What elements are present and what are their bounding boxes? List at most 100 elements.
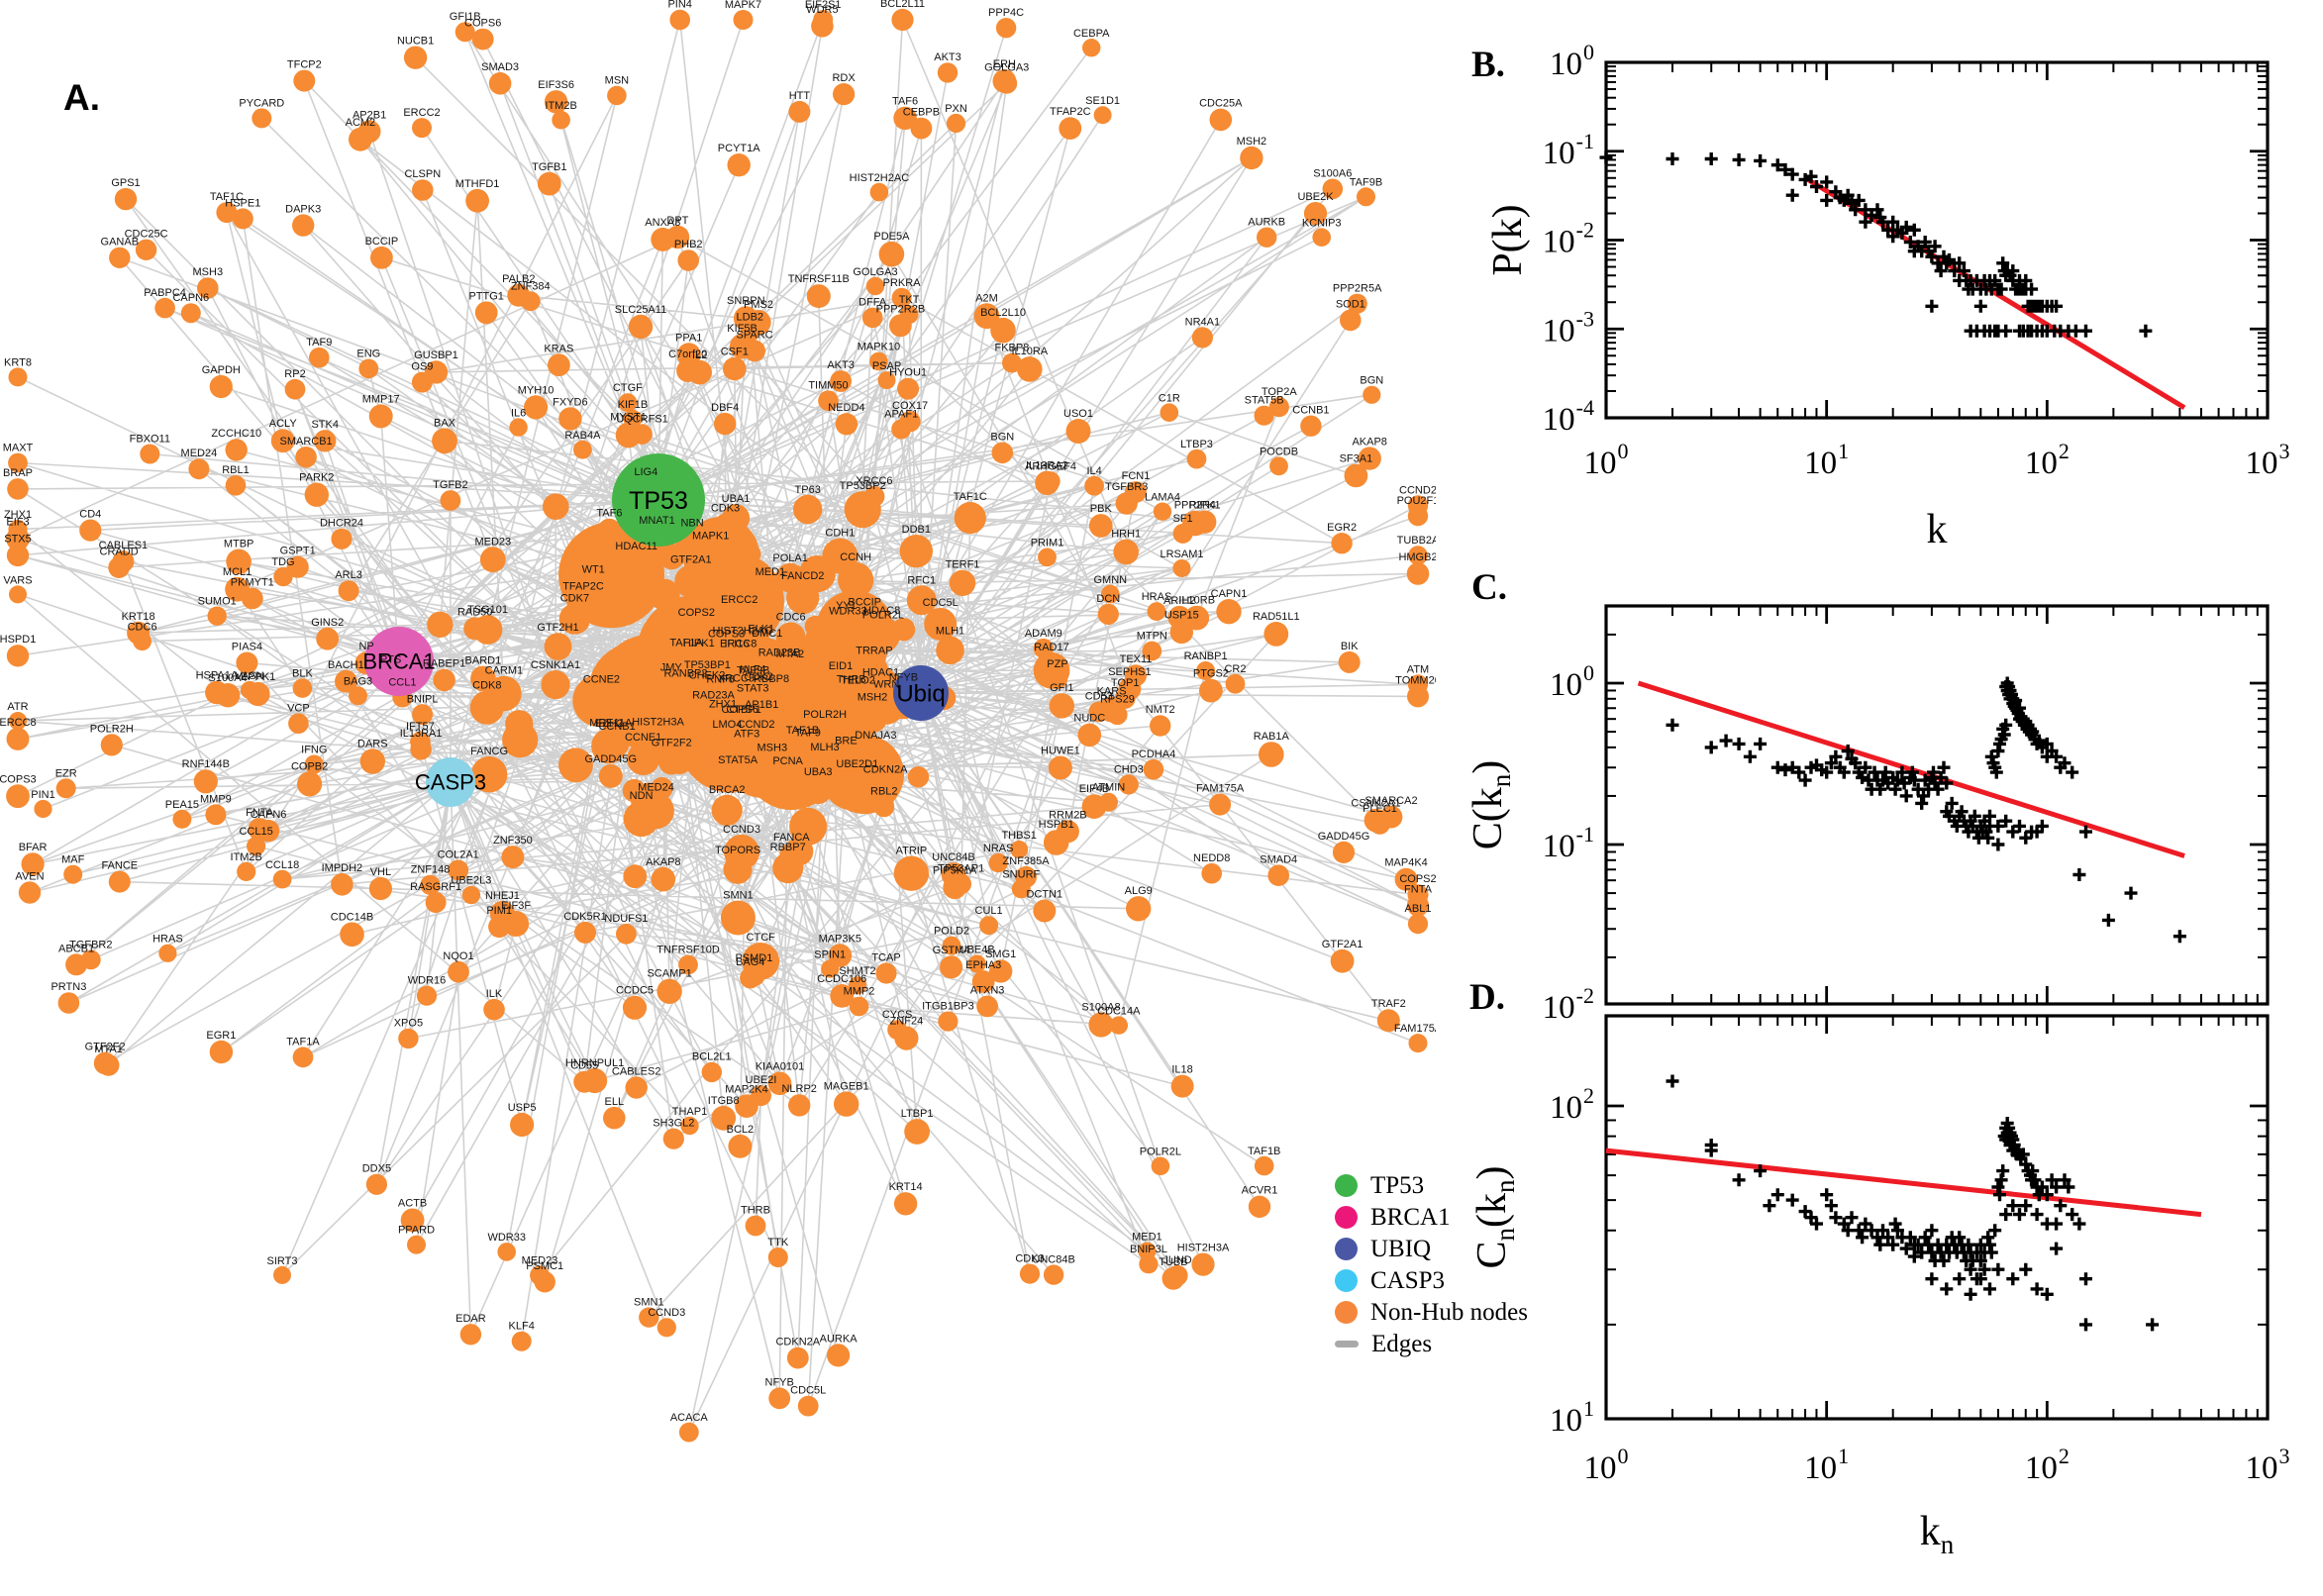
non-hub-node	[1257, 227, 1277, 248]
non-hub-node	[1406, 562, 1430, 585]
node-label: BAG3	[344, 675, 372, 687]
node-label: COPB2	[291, 760, 328, 772]
node-label: TAF9	[795, 728, 821, 740]
non-hub-node	[1332, 841, 1356, 864]
node-label: STAT3	[737, 683, 769, 695]
node-label: WRN	[873, 679, 899, 691]
node-label: SMARCB1	[280, 436, 333, 448]
non-hub-node	[784, 690, 821, 727]
non-hub-node	[1109, 1016, 1129, 1035]
non-hub-node	[711, 794, 743, 827]
node-label: GFI1B	[450, 11, 481, 23]
node-label: PKMYT1	[231, 577, 274, 589]
non-hub-node	[1002, 352, 1022, 373]
non-hub-node	[730, 739, 763, 772]
node-label: AP2B1	[353, 109, 386, 121]
node-label: EID1	[829, 660, 853, 672]
non-hub-node	[1151, 1156, 1170, 1176]
non-hub-node	[1088, 514, 1113, 538]
node-label: CDC5L	[790, 1385, 826, 1397]
node-label: ERH	[993, 58, 1016, 70]
tick-label: 10-2	[1543, 983, 1594, 1026]
node-label: KRT14	[889, 1181, 923, 1193]
non-hub-node	[552, 110, 570, 130]
legend: TP53 BRCA1 UBIQ CASP3 Non-Hub nodes Edges	[1335, 1172, 1528, 1357]
node-label: POCDB	[1260, 446, 1298, 457]
hub-node-casp3	[426, 757, 475, 807]
non-hub-node	[678, 954, 698, 975]
node-label: TP53AP1	[938, 863, 984, 875]
non-hub-node	[623, 801, 659, 838]
non-hub-node	[1347, 293, 1367, 314]
node-label: TAF1A	[286, 1036, 320, 1047]
non-hub-node	[359, 748, 385, 774]
node-label: CDC6	[776, 612, 806, 624]
non-hub-node	[767, 1247, 788, 1267]
non-hub-node	[558, 603, 591, 635]
network-graph: KLF4 TFAP2C HIST2H2AC HIST2H3A GTF2A1 GTF2F2 E…	[0, 0, 1436, 1443]
node-label: COPS6	[464, 18, 501, 30]
node-label: LMO4	[712, 719, 742, 731]
node-label: PCDHA4	[1132, 748, 1176, 760]
node-label: PTGS2	[1193, 668, 1229, 680]
node-label: TP53BP2	[840, 480, 886, 492]
node-label: HIST2H2AC	[850, 172, 910, 184]
node-label: RAB4A	[564, 430, 601, 442]
non-hub-node	[358, 358, 379, 379]
non-hub-node	[193, 769, 218, 794]
node-label: NMT2	[1146, 704, 1175, 716]
non-hub-node	[878, 241, 905, 267]
non-hub-node	[543, 493, 569, 520]
edge-swatch-icon	[1335, 1341, 1359, 1347]
non-hub-node	[1254, 1155, 1274, 1176]
node-label: IL4	[1086, 465, 1101, 477]
node-label: ABL1	[1405, 903, 1432, 915]
tick-label: 10-1	[1543, 129, 1594, 171]
non-hub-node	[502, 722, 539, 758]
tick-label: 103	[2246, 1444, 2290, 1486]
node-label: PIP5K1A	[933, 865, 977, 877]
non-hub-node	[893, 855, 930, 891]
non-hub-node	[297, 771, 323, 797]
hub-node-brca1	[364, 627, 434, 696]
non-hub-node	[232, 208, 253, 230]
node-label: TSG101	[467, 604, 508, 616]
node-label: KRT8	[4, 356, 32, 368]
non-hub-node	[622, 995, 648, 1020]
non-hub-node	[135, 239, 157, 260]
node-label: MAP3K5	[819, 933, 861, 945]
node-label: BACH1	[328, 659, 364, 671]
node-label: MED1	[1132, 1232, 1162, 1244]
node-label: EIF4B	[1079, 783, 1110, 795]
tick-label: 101	[1804, 1444, 1849, 1486]
non-hub-node	[744, 340, 765, 362]
node-label: SCAMP1	[647, 968, 691, 980]
node-label: CTCF	[747, 932, 776, 944]
node-label: CCDC5	[616, 985, 654, 997]
node-label: ILK	[486, 988, 503, 1000]
node-label: ACM2	[346, 117, 376, 129]
non-hub-node	[833, 83, 856, 106]
node-label: UBE2D1	[836, 758, 878, 770]
node-label: HUWE1	[1041, 746, 1080, 757]
node-label: A2M	[975, 292, 998, 304]
non-hub-node	[669, 9, 690, 31]
legend-item-brca1: BRCA1	[1335, 1204, 1528, 1231]
non-hub-node	[425, 892, 447, 913]
node-label: ZNF385A	[1003, 855, 1051, 867]
non-hub-node	[1199, 678, 1223, 703]
node-label: CCNB1	[1292, 405, 1329, 417]
tick-label: 102	[2025, 1444, 2070, 1486]
non-hub-node	[789, 807, 828, 846]
node-label: CDC6	[128, 621, 157, 633]
non-hub-node	[1267, 864, 1289, 886]
node-label: TTK	[767, 1237, 788, 1248]
node-label: SOD1	[1336, 299, 1365, 311]
non-hub-node	[578, 574, 608, 604]
node-label: GUSBP1	[414, 349, 458, 361]
non-hub-node	[723, 854, 753, 884]
non-hub-node	[949, 569, 976, 596]
non-hub-node	[295, 447, 317, 468]
node-label: TERF1	[946, 559, 980, 571]
non-hub-node	[237, 861, 256, 882]
